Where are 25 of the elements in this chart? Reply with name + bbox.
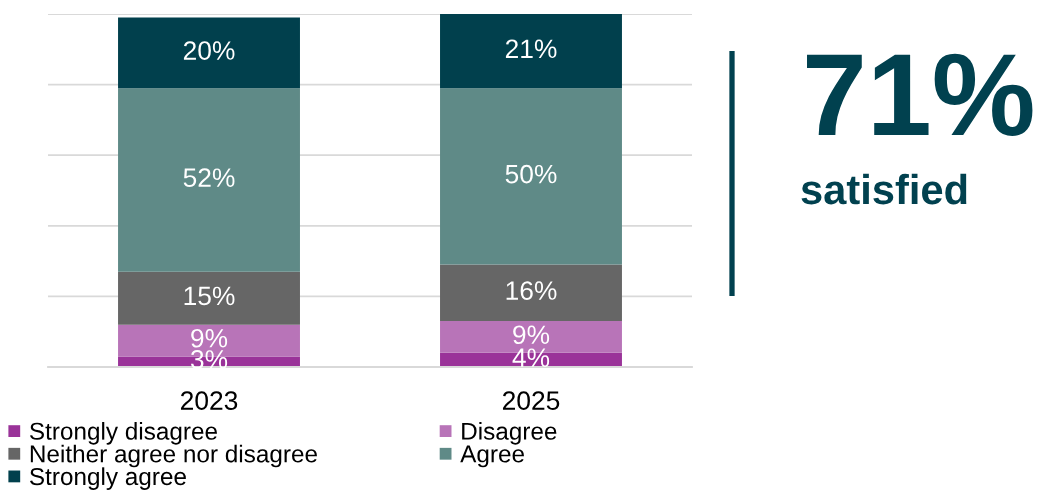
data-label: 4% [512,348,550,367]
legend-label: Disagree [462,422,557,445]
data-label: 16% [506,281,557,300]
x-tick-label: 2025 [502,391,560,410]
bar [440,14,622,89]
legend-label: Strongly agree [29,467,186,490]
text: 71% [807,53,1033,136]
data-label: 52% [183,168,235,187]
data-label: 21% [505,39,557,59]
bar [440,264,622,322]
legend-label: Agree [460,445,524,468]
legend-label: Neither agree nor disagree [30,444,317,468]
x-tick-label: 2023 [180,391,238,410]
data-label: 20% [183,41,235,60]
data-label: 9% [513,325,550,345]
bar [118,271,300,325]
bar [118,88,300,272]
bar [118,17,300,89]
data-label: 3% [190,350,228,369]
data-label: 15% [184,286,235,306]
text: satisfied [801,173,967,205]
bar [440,88,622,265]
legend-label: Strongly disagree [29,422,217,445]
data-label: 50% [505,164,557,184]
data-label: 9% [191,328,228,348]
